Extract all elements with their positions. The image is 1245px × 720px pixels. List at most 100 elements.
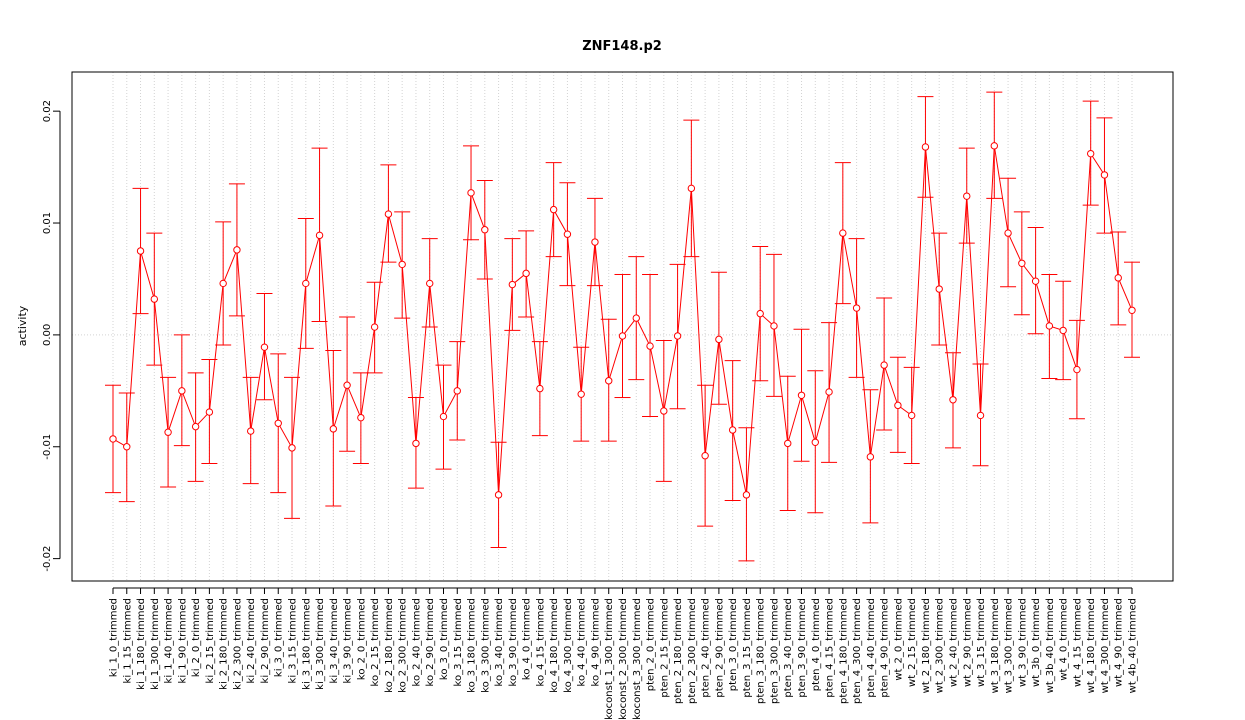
x-tick-label: wt_4_0_trimmed [1059, 598, 1070, 681]
data-point [508, 280, 517, 289]
x-tick-label: ko_3_90_trimmed [508, 598, 519, 686]
x-tick-label: ki_2_15_trimmed [205, 598, 216, 683]
data-point [398, 260, 406, 269]
data-point [866, 453, 875, 461]
data-point [288, 444, 296, 452]
x-tick-label: ko_3_300_trimmed [480, 598, 491, 693]
data-point [880, 361, 888, 369]
data-point [481, 226, 489, 234]
data-point [549, 205, 558, 214]
data-point [205, 408, 214, 416]
x-tick-label: pten_3_300_trimmed [769, 598, 780, 704]
x-tick-label: ki_2_90_trimmed [260, 598, 271, 683]
x-tick-label: ki_3_0_trimmed [274, 598, 285, 677]
data-point [191, 422, 200, 431]
data-point [563, 230, 572, 238]
data-point [233, 246, 241, 254]
data-point [605, 377, 613, 385]
x-tick-label: ko_2_0_trimmed [356, 598, 367, 680]
x-tick-label: wt_2_180_trimmed [921, 598, 932, 693]
data-point [123, 443, 131, 451]
data-point [1045, 322, 1054, 330]
data-point [1018, 259, 1026, 267]
data-point [302, 279, 310, 288]
data-point [894, 401, 902, 410]
data-point [219, 279, 227, 288]
x-tick-label: wt_2_40_trimmed [948, 598, 959, 687]
x-tick-label: pten_4_90_trimmed [880, 598, 891, 698]
x-tick-label: wt_2_90_trimmed [962, 598, 973, 687]
data-point [260, 343, 269, 351]
data-point [921, 143, 930, 151]
data-point [343, 381, 351, 389]
x-tick-label: ki_1_180_trimmed [136, 598, 147, 690]
data-point [784, 439, 792, 448]
x-tick-label: koconst_1_300_trimmed [604, 598, 615, 720]
data-point [178, 387, 186, 395]
data-point [150, 295, 159, 303]
x-tick-label: ko_4_300_trimmed [563, 598, 574, 693]
x-tick-label: pten_2_180_trimmed [673, 598, 684, 704]
data-point [439, 412, 448, 421]
x-tick-label: ko_2_180_trimmed [384, 598, 395, 693]
x-tick-label: ki_2_40_trimmed [246, 598, 257, 683]
data-point [329, 425, 338, 433]
x-tick-label: ki_1_300_trimmed [150, 598, 161, 690]
data-point [136, 247, 145, 255]
x-tick-label: pten_2_15_trimmed [659, 598, 670, 698]
data-point [825, 388, 833, 396]
data-point [632, 314, 640, 322]
x-tick-label: koconst_3_300_trimmed [632, 598, 643, 720]
x-tick-label: koconst_2_300_trimmed [618, 598, 629, 720]
x-tick-label: ko_2_90_trimmed [425, 598, 436, 686]
x-tick-label: ki_2_180_trimmed [219, 598, 230, 690]
x-tick-label: pten_2_300_trimmed [687, 598, 698, 704]
x-tick-label: pten_4_15_trimmed [825, 598, 836, 698]
data-point [839, 229, 847, 237]
x-tick-label: wt_3b_40_trimmed [1045, 598, 1056, 693]
x-tick-label: ki_1_90_trimmed [177, 598, 188, 683]
x-tick-label: pten_2_90_trimmed [714, 598, 725, 698]
y-tick-label: 0.01 [42, 212, 53, 234]
x-tick-label: pten_2_40_trimmed [701, 598, 712, 698]
x-tick-label: pten_2_0_trimmed [646, 598, 657, 691]
data-point [109, 435, 117, 443]
data-point [164, 428, 172, 436]
data-point [536, 384, 544, 393]
x-tick-label: wt_3_15_trimmed [976, 598, 987, 687]
data-point [618, 332, 627, 340]
x-tick-label: wt_3_180_trimmed [990, 598, 1001, 693]
data-point [591, 238, 599, 246]
data-point [1100, 171, 1109, 179]
data-point [357, 413, 365, 422]
data-point [687, 184, 696, 193]
x-tick-label: ko_4_90_trimmed [590, 598, 601, 686]
chart-title: ZNF148.p2 [582, 39, 662, 54]
data-point [660, 407, 668, 415]
data-point [797, 391, 806, 399]
data-point [384, 210, 393, 218]
x-tick-label: wt_4_300_trimmed [1100, 598, 1111, 693]
x-tick-label: pten_4_300_trimmed [852, 598, 863, 704]
data-point [701, 452, 709, 460]
x-tick-label: pten_4_0_trimmed [811, 598, 822, 691]
data-point [756, 309, 764, 318]
x-tick-label: ki_1_15_trimmed [122, 598, 133, 683]
x-tick-label: ki_3_90_trimmed [343, 598, 354, 683]
x-tick-label: wt_4_15_trimmed [1072, 598, 1083, 687]
x-tick-label: ko_4_15_trimmed [535, 598, 546, 686]
x-tick-label: wt_3_90_trimmed [1017, 598, 1028, 687]
data-point [494, 491, 503, 499]
x-tick-label: wt_3_300_trimmed [1004, 598, 1015, 693]
y-tick-label: 0.00 [42, 324, 53, 346]
data-point [1128, 306, 1136, 314]
x-tick-label: ki_2_0_trimmed [191, 598, 202, 677]
data-point [467, 189, 475, 197]
x-tick-label: ki_3_40_trimmed [329, 598, 340, 683]
data-point [1031, 277, 1040, 285]
data-point [673, 332, 682, 340]
x-tick-label: pten_3_40_trimmed [783, 598, 794, 698]
data-point [770, 322, 778, 330]
data-point [852, 304, 861, 312]
data-point [990, 142, 998, 150]
